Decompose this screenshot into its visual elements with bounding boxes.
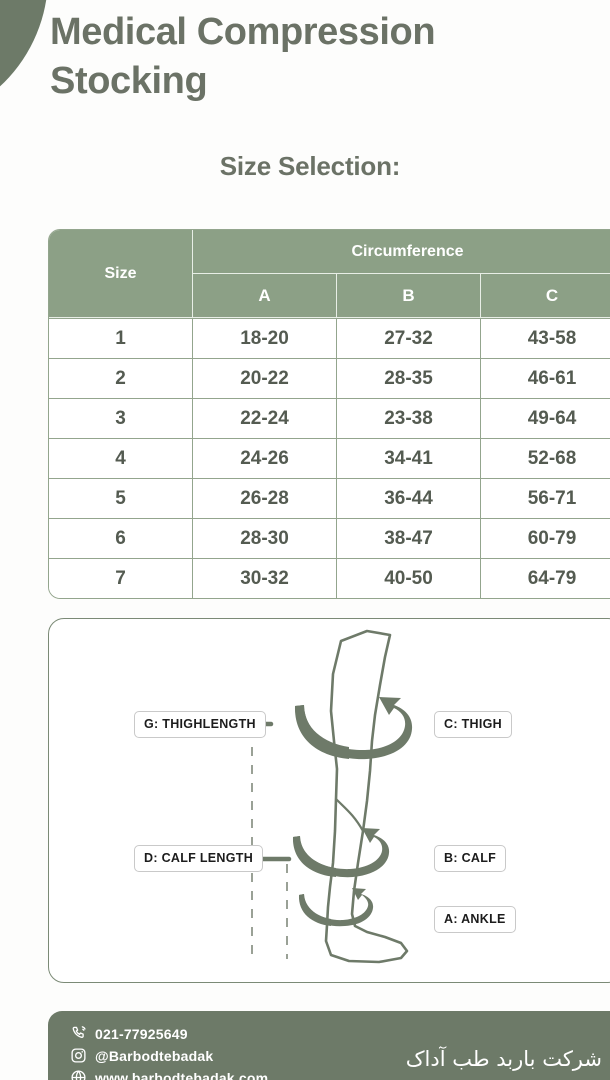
cell-c: 52-68 xyxy=(481,438,610,478)
cell-c: 60-79 xyxy=(481,518,610,558)
table-head: Size Circumference A B C xyxy=(49,230,610,318)
table-row: 3 22-24 23-38 49-64 xyxy=(49,398,610,438)
cell-a: 24-26 xyxy=(193,438,337,478)
label-ankle: A: ANKLE xyxy=(434,906,516,933)
cell-b: 28-35 xyxy=(337,358,481,398)
header-size: Size xyxy=(49,230,193,318)
label-thigh-length: G: THIGHLENGTH xyxy=(134,711,266,738)
section-title: Size Selection: xyxy=(219,151,401,182)
website-text: www.barbodtebadak.com xyxy=(95,1069,269,1080)
cell-size: 4 xyxy=(49,438,193,478)
cell-b: 23-38 xyxy=(337,398,481,438)
page-title: Medical Compression Stocking xyxy=(50,11,436,102)
cell-size: 5 xyxy=(49,478,193,518)
header-col-c: C xyxy=(481,274,610,318)
cell-a: 22-24 xyxy=(193,398,337,438)
cell-c: 46-61 xyxy=(481,358,610,398)
table-row: 6 28-30 38-47 60-79 xyxy=(49,518,610,558)
cell-size: 2 xyxy=(49,358,193,398)
leg-diagram-card: G: THIGHLENGTH C: THIGH D: CALF LENGTH B… xyxy=(48,618,610,983)
cell-c: 49-64 xyxy=(481,398,610,438)
contact-phone[interactable]: 021-77925649 xyxy=(70,1025,268,1042)
contact-instagram[interactable]: @Barbodtebadak xyxy=(70,1047,268,1064)
cell-a: 20-22 xyxy=(193,358,337,398)
cell-b: 38-47 xyxy=(337,518,481,558)
leg-outline-icon xyxy=(324,629,409,964)
cell-a: 28-30 xyxy=(193,518,337,558)
cell-size: 6 xyxy=(49,518,193,558)
leg-diagram-svg xyxy=(231,629,413,964)
label-calf: B: CALF xyxy=(434,845,507,872)
label-thigh: C: THIGH xyxy=(434,711,512,738)
table-row: 1 18-20 27-32 43-58 xyxy=(49,318,610,358)
table-row: 5 26-28 36-44 56-71 xyxy=(49,478,610,518)
header-circumference: Circumference xyxy=(193,230,610,274)
cell-a: 26-28 xyxy=(193,478,337,518)
cell-size: 3 xyxy=(49,398,193,438)
header-col-b: B xyxy=(337,274,481,318)
header: Medical Compression Stocking Size Select… xyxy=(0,0,610,182)
cell-b: 27-32 xyxy=(337,318,481,358)
globe-icon xyxy=(71,1070,86,1080)
label-calf-length: D: CALF LENGTH xyxy=(134,845,264,872)
contact-list: 021-77925649 @Barbodtebadak www.barbodte… xyxy=(70,1025,268,1080)
header-col-a: A xyxy=(193,274,337,318)
cell-c: 64-79 xyxy=(481,558,610,598)
instagram-icon xyxy=(71,1048,86,1063)
cell-c: 56-71 xyxy=(481,478,610,518)
table-body: 1 18-20 27-32 43-58 2 20-22 28-35 46-61 … xyxy=(49,318,610,598)
size-table: Size Circumference A B C 1 18-20 27-32 4… xyxy=(48,229,610,599)
cell-c: 43-58 xyxy=(481,318,610,358)
thigh-measure-arrow-icon xyxy=(294,697,413,760)
cell-a: 18-20 xyxy=(193,318,337,358)
cell-size: 1 xyxy=(49,318,193,358)
contact-website[interactable]: www.barbodtebadak.com xyxy=(70,1069,268,1080)
cell-b: 40-50 xyxy=(337,558,481,598)
company-name-fa: شرکت باربد طب آداک xyxy=(405,1047,602,1071)
footer: 021-77925649 @Barbodtebadak www.barbodte… xyxy=(48,1011,610,1080)
size-table-container: Size Circumference A B C 1 18-20 27-32 4… xyxy=(48,229,610,599)
cell-a: 30-32 xyxy=(193,558,337,598)
cell-size: 7 xyxy=(49,558,193,598)
table-row: 2 20-22 28-35 46-61 xyxy=(49,358,610,398)
cell-b: 34-41 xyxy=(337,438,481,478)
table-row: 7 30-32 40-50 64-79 xyxy=(49,558,610,598)
instagram-text: @Barbodtebadak xyxy=(95,1047,214,1064)
table-row: 4 24-26 34-41 52-68 xyxy=(49,438,610,478)
phone-icon xyxy=(72,1026,86,1038)
phone-text: 021-77925649 xyxy=(95,1025,188,1042)
ankle-measure-arrow-icon xyxy=(298,888,374,927)
calf-measure-arrow-icon xyxy=(292,828,390,878)
cell-b: 36-44 xyxy=(337,478,481,518)
